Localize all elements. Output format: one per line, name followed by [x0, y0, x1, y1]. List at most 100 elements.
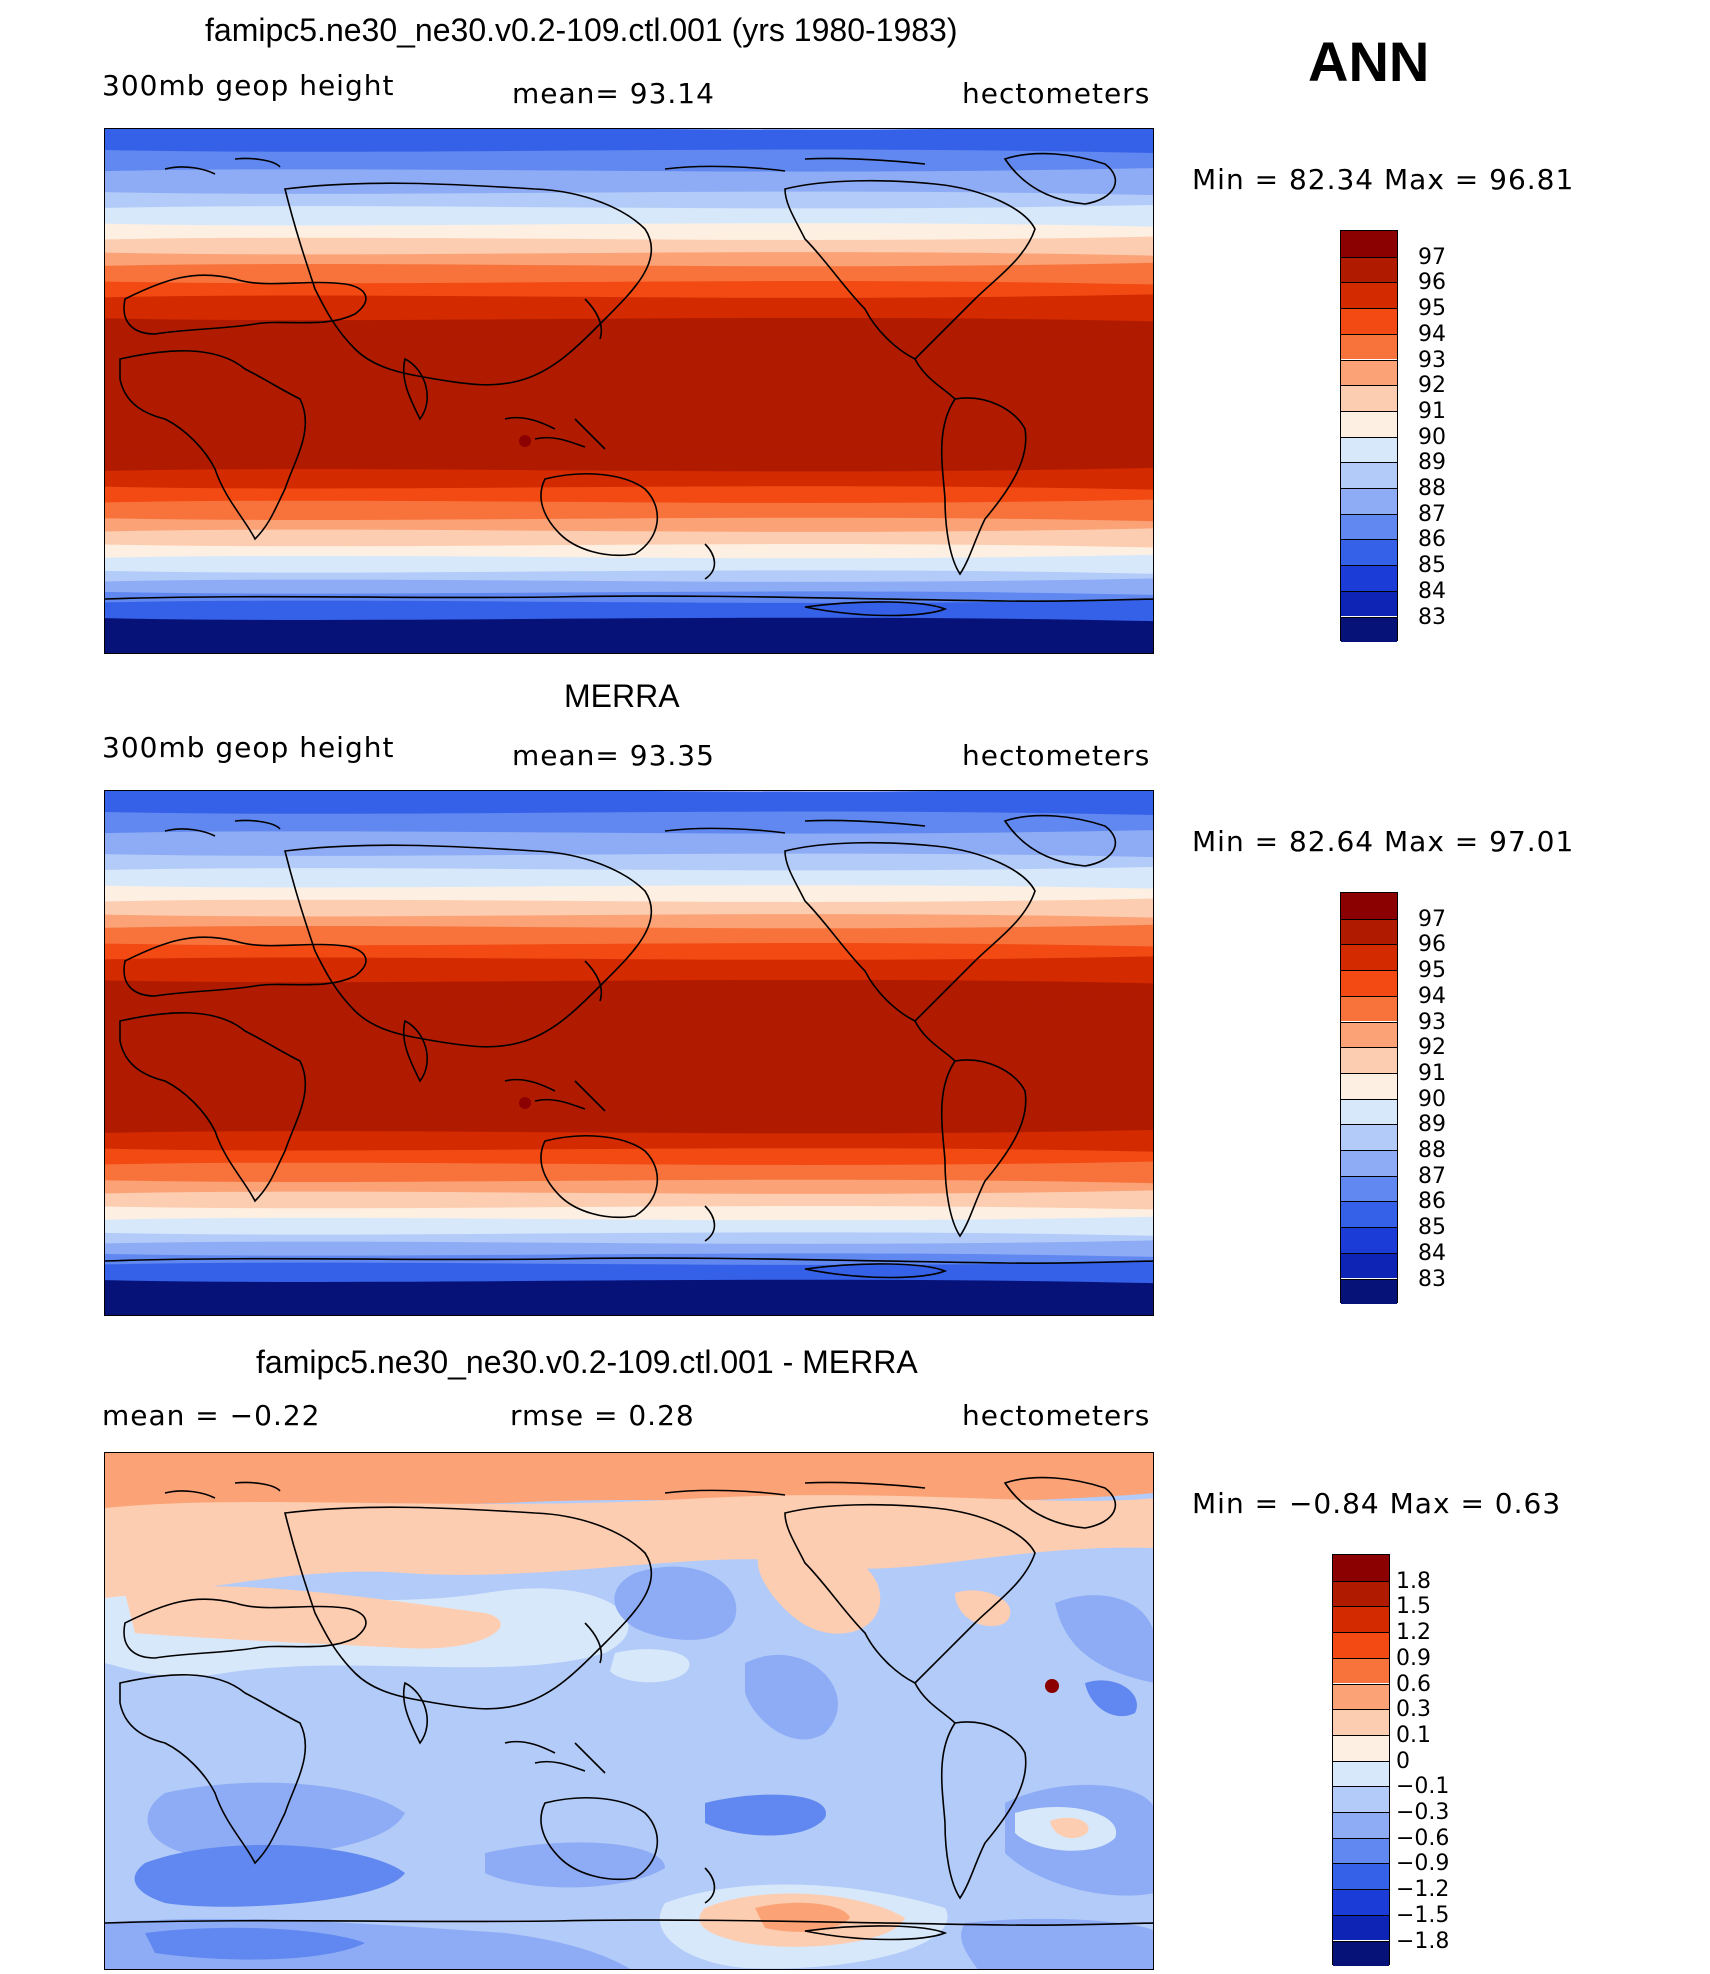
colorbar-swatch	[1333, 1555, 1389, 1581]
colorbar-tick-label: −0.9	[1396, 1851, 1450, 1877]
colorbar-swatch	[1333, 1812, 1389, 1838]
contour-region	[485, 1842, 665, 1888]
colorbar-swatch	[1333, 1786, 1389, 1812]
colorbar-tick-label: −1.8	[1396, 1928, 1450, 1954]
colorbar-swatch	[1341, 256, 1397, 283]
coastline	[402, 357, 429, 421]
colorbar-swatch	[1341, 462, 1397, 488]
colorbar-tick-label: 1.2	[1396, 1620, 1431, 1646]
map-svg	[105, 1453, 1153, 1969]
colorbar-tick-label: −1.5	[1396, 1902, 1450, 1928]
coastline	[1003, 152, 1117, 205]
map-svg	[105, 791, 1153, 1315]
coastline	[540, 1135, 659, 1219]
colorbar-swatch	[1341, 970, 1397, 996]
colorbar-swatch	[1333, 1606, 1389, 1633]
coastline	[119, 1012, 307, 1203]
colorbar-tick-label: 87	[1418, 1163, 1446, 1189]
coastline	[540, 1797, 659, 1881]
colorbar-tick-label: 97	[1418, 906, 1446, 932]
coastline	[704, 1205, 716, 1242]
contour-band	[105, 1279, 1153, 1315]
colorbar-tick-label: 92	[1418, 1035, 1446, 1061]
colorbar-swatch	[1341, 436, 1397, 463]
contour-region	[1085, 1680, 1137, 1717]
colorbar-swatch	[1333, 1709, 1389, 1735]
colorbar-tick-label: 84	[1418, 1240, 1446, 1266]
colorbar-tick-label: 93	[1418, 1009, 1446, 1035]
colorbar-swatch	[1333, 1889, 1389, 1915]
colorbar-swatch	[1341, 1150, 1397, 1176]
colorbar-tick-label: 1.8	[1396, 1568, 1431, 1594]
colorbar-swatch	[1333, 1632, 1389, 1658]
colorbar-tick-label: 94	[1418, 983, 1446, 1009]
colorbar-swatch	[1341, 1252, 1397, 1279]
colorbar-swatches	[1340, 230, 1398, 643]
coastline	[940, 397, 1027, 576]
minmax-label: Min = −0.84 Max = 0.63	[1192, 1487, 1562, 1520]
contour-region	[105, 1495, 1153, 1603]
map-svg	[105, 129, 1153, 653]
colorbar-swatches	[1332, 1554, 1390, 1967]
contour-region	[745, 1654, 838, 1740]
coastline	[119, 350, 307, 541]
colorbar-swatch	[1341, 1201, 1397, 1228]
coastline	[164, 157, 926, 175]
colorbar-swatch	[1333, 1863, 1389, 1890]
colorbar-tick-label: 91	[1418, 1060, 1446, 1086]
colorbar-tick-label: 89	[1418, 1112, 1446, 1138]
coastline	[704, 543, 716, 580]
coastline	[284, 182, 653, 386]
colorbar-swatches	[1340, 892, 1398, 1305]
coastline	[940, 1721, 1027, 1900]
coastline	[105, 1257, 1153, 1265]
coastlines	[105, 1476, 1153, 1941]
coastline	[584, 1622, 603, 1664]
coastline	[284, 844, 653, 1048]
variable-label: 300mb geop height	[102, 731, 395, 764]
contour-region	[705, 1794, 826, 1836]
colorbar-tick-label: 90	[1418, 1086, 1446, 1112]
panel-title: famipc5.ne30_ne30.v0.2-109.ctl.001 - MER…	[256, 1344, 918, 1380]
mean-label: mean= 93.35	[512, 739, 715, 772]
colorbar-swatch	[1341, 1175, 1397, 1202]
colorbar-swatch	[1333, 1940, 1389, 1967]
colorbar-swatch	[1333, 1914, 1389, 1941]
colorbar-tick-label: 84	[1418, 578, 1446, 604]
coastline	[402, 1019, 429, 1083]
units-label: hectometers	[962, 1399, 1151, 1432]
contour-spot	[519, 1097, 531, 1109]
colorbar-tick-label: 88	[1418, 1138, 1446, 1163]
colorbar-swatch	[1341, 565, 1397, 591]
mean-label: mean= 93.14	[512, 77, 715, 110]
coastline	[940, 1059, 1027, 1238]
contour-band	[105, 336, 1153, 464]
coastline	[914, 358, 956, 400]
coastline	[1003, 814, 1117, 867]
contour-region	[955, 1590, 1011, 1627]
colorbar-tick-label: 90	[1418, 424, 1446, 450]
colorbar-tick-label: 97	[1418, 244, 1446, 270]
colorbar-tick-label: 86	[1418, 1189, 1446, 1215]
coastline	[914, 1020, 956, 1062]
coastline	[123, 1598, 367, 1659]
colorbar-swatch	[1341, 1227, 1397, 1253]
coastline	[540, 473, 659, 557]
map-plot	[104, 128, 1154, 654]
coastline	[804, 601, 948, 617]
contour-region	[125, 1586, 501, 1649]
colorbar-swatch	[1333, 1580, 1389, 1607]
contour-band	[105, 998, 1153, 1126]
coastline	[584, 960, 603, 1002]
coastline	[784, 179, 1036, 360]
colorbar-swatch	[1341, 1047, 1397, 1073]
panel-title: famipc5.ne30_ne30.v0.2-109.ctl.001 (yrs …	[205, 12, 958, 48]
colorbar-tick-label: 83	[1418, 604, 1446, 630]
colorbar-swatch	[1333, 1734, 1389, 1761]
contour-region	[145, 1927, 365, 1960]
colorbar-swatch	[1341, 359, 1397, 386]
colorbar-tick-label: 91	[1418, 398, 1446, 424]
colorbar-tick-label: −0.3	[1396, 1800, 1450, 1825]
colorbar-tick-label: 87	[1418, 501, 1446, 527]
contour-region	[134, 1844, 405, 1907]
